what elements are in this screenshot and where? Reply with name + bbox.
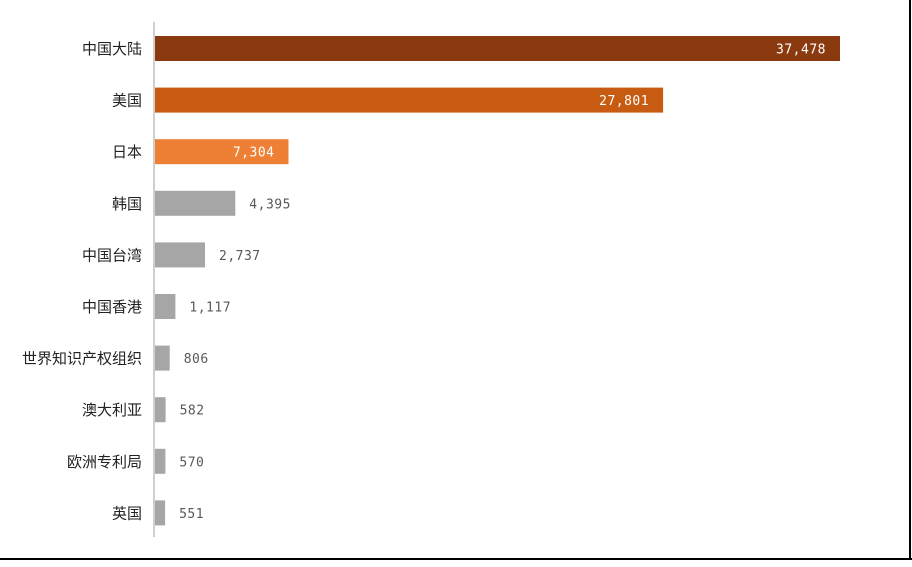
value-label: 27,801: [599, 94, 649, 109]
bar: [155, 448, 166, 474]
bottom-border: [0, 558, 912, 560]
value-label: 582: [180, 404, 205, 419]
category-label: 澳大利亚: [82, 401, 142, 419]
bar: [155, 36, 840, 61]
category-label: 中国大陆: [82, 40, 142, 58]
value-label: 2,737: [219, 249, 261, 264]
value-label: 551: [179, 507, 204, 522]
right-border: [909, 0, 911, 560]
category-label: 美国: [112, 92, 142, 110]
value-label: 7,304: [233, 146, 275, 161]
category-label: 英国: [112, 504, 142, 522]
value-label: 806: [184, 352, 209, 367]
bar: [155, 294, 176, 319]
bar: [155, 87, 664, 113]
labels-layer: 中国大陆 37,478 美国 27,801 日本 7,304 韩国 4,395 中国台湾 2,73…: [22, 40, 826, 522]
category-label: 中国台湾: [82, 246, 142, 264]
category-label: 韩国: [112, 195, 142, 213]
category-label: 中国香港: [82, 298, 142, 316]
bar: [155, 190, 236, 216]
bar: [155, 500, 166, 526]
value-label: 37,478: [776, 43, 826, 58]
category-label: 欧洲专利局: [67, 453, 142, 471]
value-label: 570: [179, 455, 204, 470]
bars-layer: [155, 36, 840, 526]
category-label: 日本: [112, 143, 142, 161]
bar: [155, 139, 289, 165]
value-label: 4,395: [249, 197, 291, 212]
bar: [155, 397, 166, 423]
bar: [155, 345, 170, 371]
bar: [155, 242, 205, 268]
category-label: 世界知识产权组织: [22, 350, 142, 368]
value-label: 1,117: [189, 301, 231, 316]
